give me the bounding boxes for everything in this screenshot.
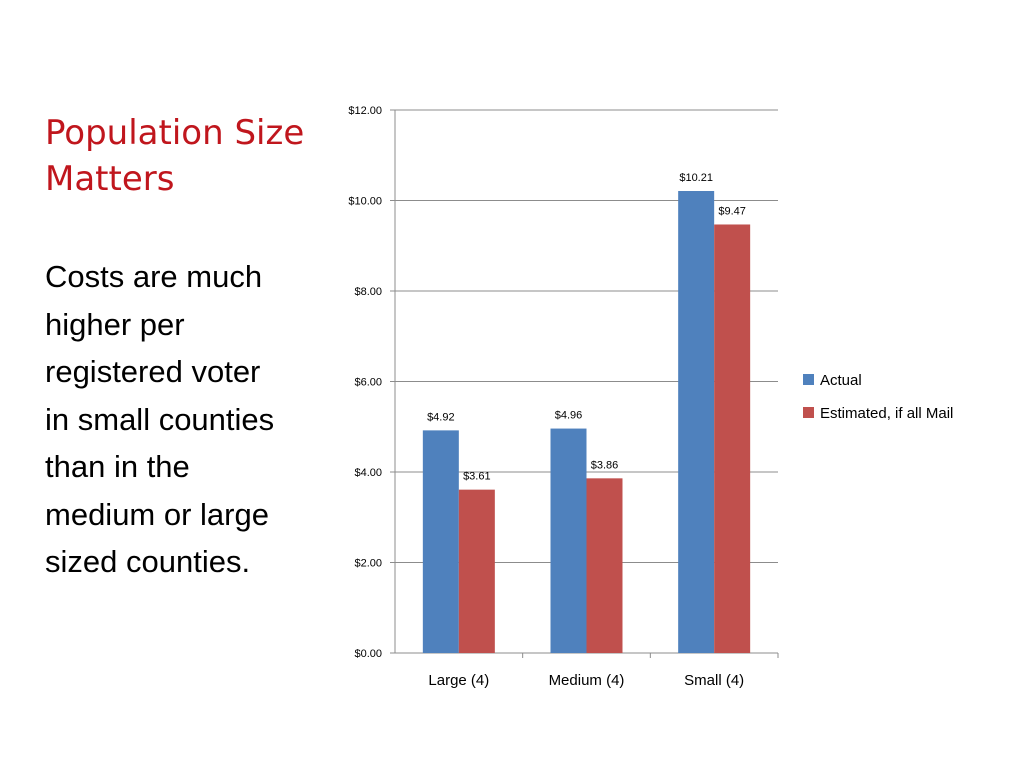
y-tick-label: $2.00 <box>354 558 382 570</box>
bar-actual <box>678 190 715 653</box>
legend-swatch <box>803 407 814 418</box>
data-label: $3.86 <box>591 459 619 471</box>
bar-estimated <box>586 478 623 653</box>
y-tick-label: $4.00 <box>354 467 382 479</box>
slide-title-line-2: Matters <box>45 159 175 199</box>
y-tick-label: $12.00 <box>348 105 382 117</box>
bar-estimated <box>714 224 751 654</box>
y-tick-label: $0.00 <box>354 648 382 660</box>
y-tick-label: $10.00 <box>348 196 382 208</box>
body-line: Costs are much <box>45 259 263 294</box>
x-tick-label: Large (4) <box>428 672 489 689</box>
body-line: higher per <box>45 306 185 342</box>
data-label: $10.21 <box>679 172 713 184</box>
bar-actual <box>422 430 459 653</box>
data-label: $4.92 <box>427 411 455 423</box>
body-line: sized counties. <box>45 544 251 579</box>
x-tick-label: Medium (4) <box>549 672 625 689</box>
data-label: $3.61 <box>463 471 491 483</box>
y-tick-label: $6.00 <box>354 377 382 389</box>
bar-actual <box>550 428 587 653</box>
slide-title: Population Size Matters <box>45 110 345 202</box>
body-line: registered voter <box>45 354 261 389</box>
body-line: medium or large <box>45 496 269 532</box>
bar-estimated <box>458 489 495 653</box>
data-label: $4.96 <box>555 410 583 422</box>
legend-label: Estimated, if all Mail <box>820 405 953 422</box>
x-tick-label: Small (4) <box>684 672 744 689</box>
data-label: $9.47 <box>718 205 746 217</box>
y-tick-label: $8.00 <box>354 286 382 298</box>
body-line: than in the <box>45 449 190 484</box>
body-line: in small counties <box>45 401 275 437</box>
legend-swatch <box>803 374 814 385</box>
legend-label: Actual <box>820 372 862 389</box>
slide-title-line-1: Population Size <box>45 113 305 153</box>
slide-body-text: Costs are much higher per registered vot… <box>45 253 335 586</box>
